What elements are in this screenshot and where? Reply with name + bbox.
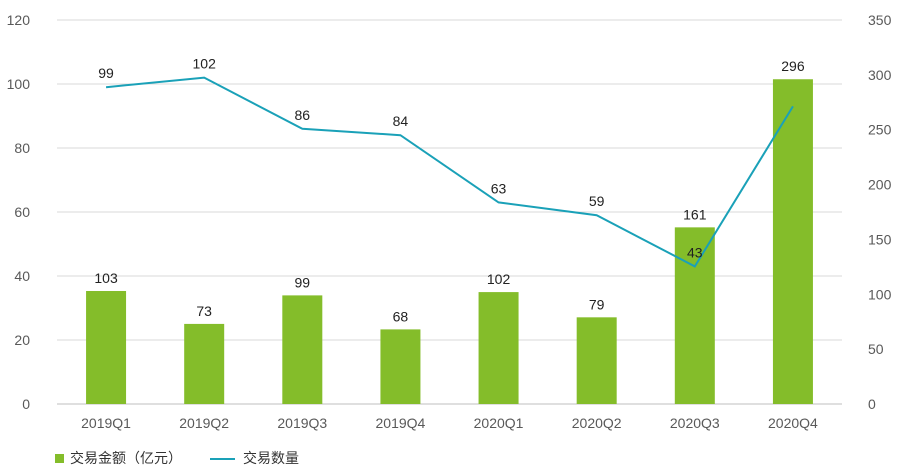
left-tick-label: 100: [7, 76, 31, 92]
x-tick-label: 2019Q4: [376, 415, 426, 431]
right-tick-label: 150: [868, 231, 892, 247]
line-series: 99102868463594393: [98, 56, 794, 268]
x-tick-label: 2020Q3: [670, 415, 720, 431]
right-axis: 0 50 100 150 200 250 300 350: [868, 12, 892, 412]
legend: 交易金额（亿元） 交易数量: [55, 450, 299, 466]
right-tick-label: 350: [868, 12, 892, 28]
x-tick-label: 2019Q1: [81, 415, 131, 431]
left-tick-label: 20: [14, 332, 30, 348]
x-tick-label: 2019Q3: [277, 415, 327, 431]
right-tick-label: 50: [868, 341, 884, 357]
bar-data-label: 102: [487, 271, 511, 287]
bar-series: 103 73 99 68 102 79 161 296: [86, 58, 813, 404]
legend-label-line: 交易数量: [243, 450, 299, 466]
x-tick-label: 2020Q1: [474, 415, 524, 431]
line-data-label: 63: [491, 180, 507, 196]
left-axis: 0 20 40 60 80 100 120: [7, 12, 31, 412]
bar-data-label: 296: [781, 58, 805, 74]
line-data-label: 86: [295, 107, 311, 123]
left-tick-label: 80: [14, 140, 30, 156]
bar-data-label: 161: [683, 206, 707, 222]
line-data-label: 99: [98, 65, 114, 81]
bar-data-label: 79: [589, 296, 605, 312]
bar: [86, 290, 127, 404]
right-tick-label: 0: [868, 396, 876, 412]
legend-swatch-bar: [55, 454, 64, 463]
left-tick-label: 60: [14, 204, 30, 220]
line-data-label: 59: [589, 193, 605, 209]
x-tick-label: 2019Q2: [179, 415, 229, 431]
bar: [380, 329, 421, 404]
x-tick-label: 2020Q2: [572, 415, 622, 431]
right-tick-label: 300: [868, 67, 892, 83]
x-axis: 2019Q1 2019Q2 2019Q3 2019Q4 2020Q1 2020Q2 2020…: [81, 415, 818, 431]
bar: [772, 79, 813, 404]
bar-data-label: 99: [295, 274, 311, 290]
bar: [576, 317, 617, 404]
left-tick-label: 120: [7, 12, 31, 28]
left-tick-label: 40: [14, 268, 30, 284]
right-tick-label: 250: [868, 122, 892, 138]
bar-data-label: 73: [196, 303, 212, 319]
x-tick-label: 2020Q4: [768, 415, 818, 431]
line-data-label: 43: [687, 244, 703, 260]
left-tick-label: 0: [22, 396, 30, 412]
bar-data-label: 68: [393, 308, 409, 324]
legend-label-bar: 交易金额（亿元）: [70, 450, 182, 466]
bar: [478, 292, 519, 404]
bar: [674, 227, 715, 404]
bar: [282, 295, 323, 404]
line-data-label: 84: [393, 113, 409, 129]
bar-data-label: 103: [94, 270, 118, 286]
right-tick-label: 100: [868, 286, 892, 302]
bar: [184, 323, 225, 404]
gridlines: [57, 19, 842, 405]
right-tick-label: 200: [868, 177, 892, 193]
series-line: [105, 76, 794, 268]
line-data-label: 102: [193, 56, 217, 72]
